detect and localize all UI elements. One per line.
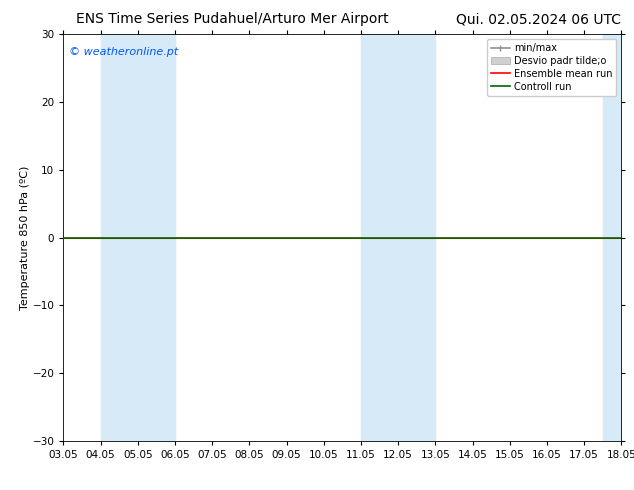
Legend: min/max, Desvio padr tilde;o, Ensemble mean run, Controll run: min/max, Desvio padr tilde;o, Ensemble m…: [487, 39, 616, 96]
Bar: [101, 34, 175, 441]
Y-axis label: Temperature 850 hPa (ºC): Temperature 850 hPa (ºC): [20, 166, 30, 310]
Bar: [361, 34, 436, 441]
Bar: [603, 34, 621, 441]
Text: © weatheronline.pt: © weatheronline.pt: [69, 47, 178, 56]
Text: Qui. 02.05.2024 06 UTC: Qui. 02.05.2024 06 UTC: [456, 12, 621, 26]
Text: ENS Time Series Pudahuel/Arturo Mer Airport: ENS Time Series Pudahuel/Arturo Mer Airp…: [76, 12, 389, 26]
